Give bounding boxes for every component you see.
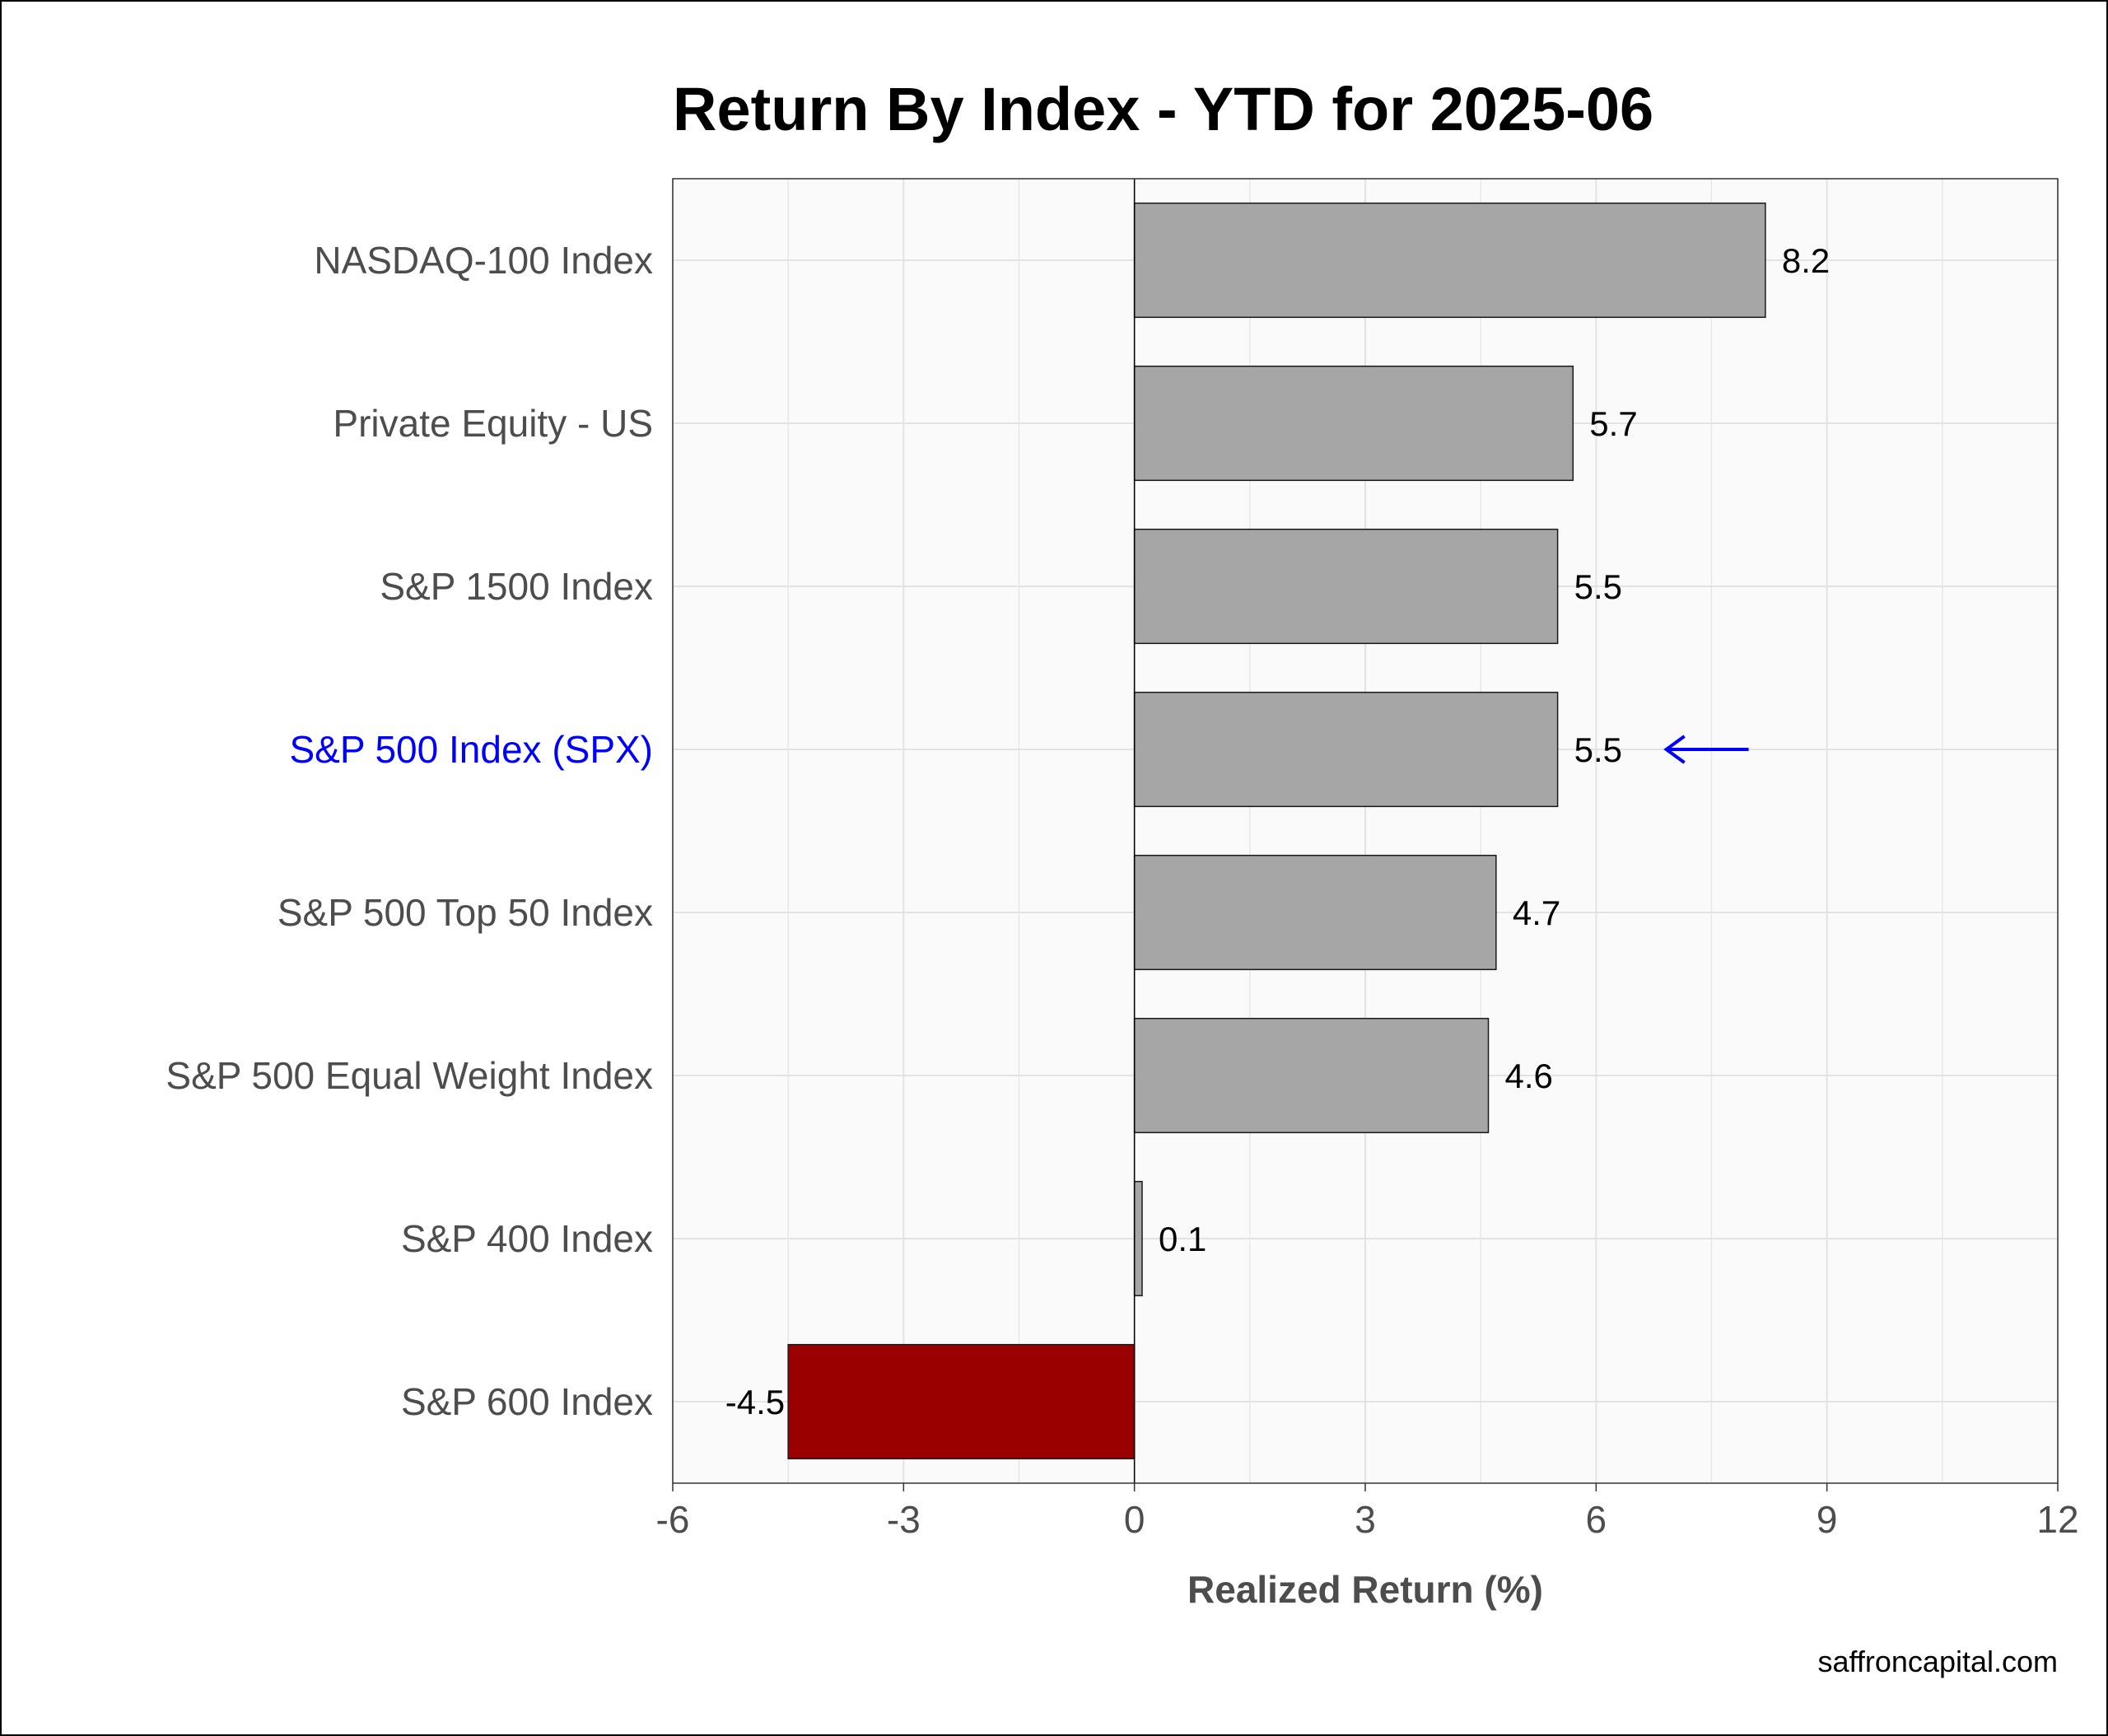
- category-label: S&P 500 Index (SPX): [289, 728, 653, 771]
- bar: [1133, 1017, 1490, 1134]
- annotations: [1663, 735, 1749, 764]
- value-label: 5.7: [1589, 404, 1637, 443]
- category-labels: NASDAQ-100 Index Private Equity - US S&P 1…: [166, 239, 653, 1423]
- value-label: 0.1: [1159, 1220, 1206, 1258]
- x-tick-label: -6: [656, 1498, 690, 1541]
- bar: [1133, 854, 1497, 971]
- value-label: 8.2: [1782, 241, 1830, 280]
- x-tick-label: 0: [1124, 1498, 1145, 1541]
- value-label: 5.5: [1574, 567, 1622, 606]
- bar: [1133, 1180, 1143, 1297]
- x-tick-label: 9: [1817, 1498, 1838, 1541]
- x-tick-label: 12: [2036, 1498, 2078, 1541]
- value-labels: 8.2 5.7 5.5 5.5 4.7 4.6 0.1 -4.5: [725, 241, 1831, 1421]
- bar: [1133, 528, 1559, 645]
- value-label: 4.6: [1505, 1057, 1553, 1095]
- x-axis-ticks: -6 -3 0 3 6 9 12: [656, 1483, 2079, 1541]
- bar: [1133, 691, 1559, 808]
- x-tick-label: 6: [1586, 1498, 1607, 1541]
- bar: [787, 1343, 1136, 1460]
- value-label: 5.5: [1574, 730, 1622, 769]
- credit-text: saffroncapital.com: [1818, 1645, 2058, 1678]
- bar: [1133, 365, 1574, 482]
- bars: [787, 179, 1766, 1483]
- x-axis-title: Realized Return (%): [1187, 1568, 1543, 1611]
- bar: [1133, 202, 1766, 319]
- value-label: 4.7: [1513, 894, 1560, 932]
- category-label: S&P 400 Index: [401, 1217, 653, 1260]
- highlight-arrow-head: [1663, 735, 1686, 764]
- category-label: Private Equity - US: [333, 402, 653, 445]
- category-label: NASDAQ-100 Index: [314, 239, 653, 282]
- chart-title: Return By Index - YTD for 2025-06: [673, 75, 1653, 143]
- category-label: S&P 500 Equal Weight Index: [166, 1054, 653, 1097]
- category-label: S&P 600 Index: [401, 1380, 653, 1423]
- category-label: S&P 1500 Index: [380, 565, 653, 608]
- value-label: -4.5: [725, 1383, 785, 1421]
- x-tick-label: 3: [1355, 1498, 1376, 1541]
- x-tick-label: -3: [887, 1498, 921, 1541]
- category-label: S&P 500 Top 50 Index: [277, 891, 653, 934]
